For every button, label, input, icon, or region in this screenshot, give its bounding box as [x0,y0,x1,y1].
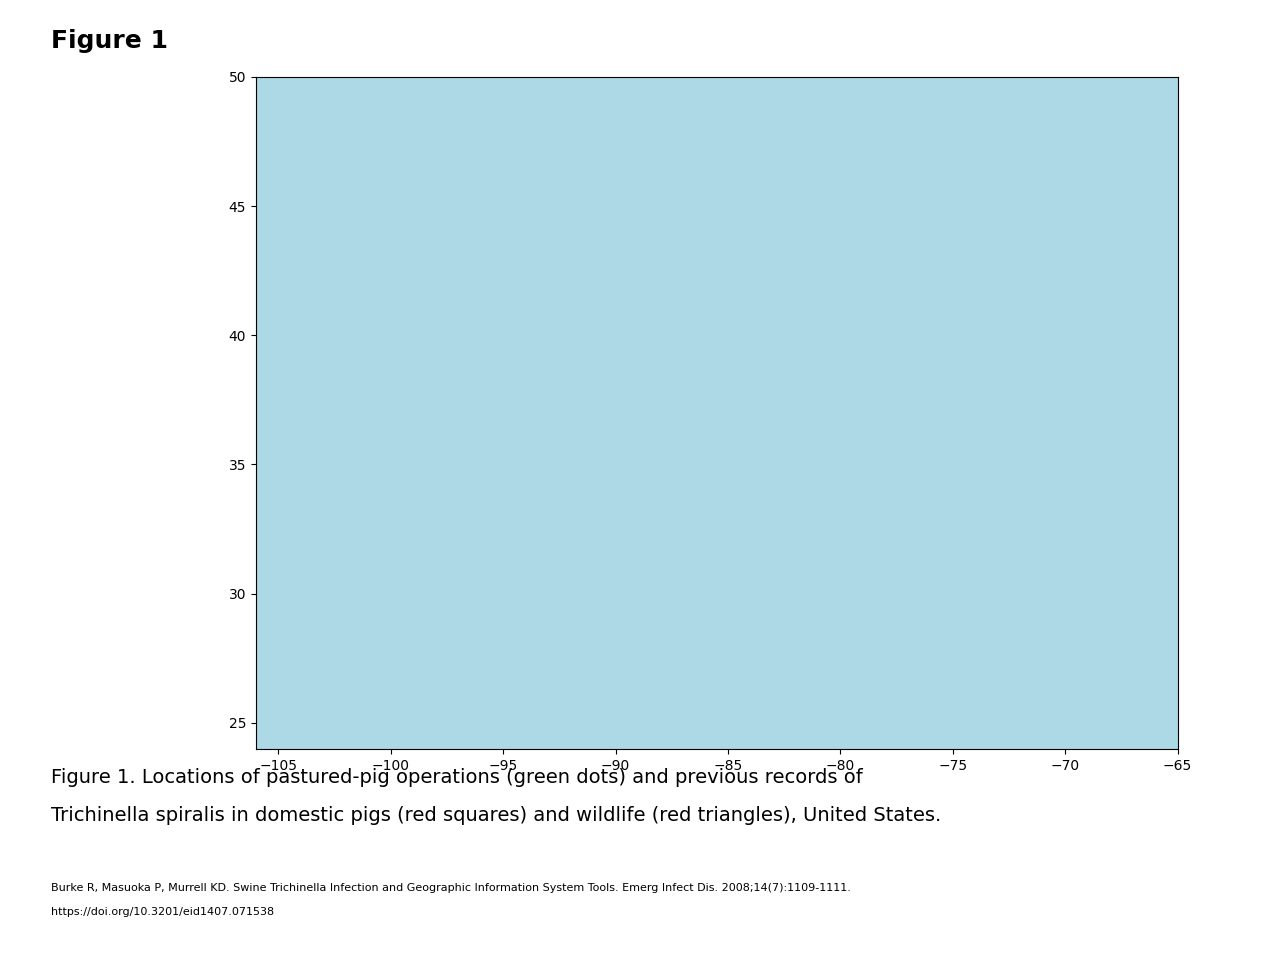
Text: Figure 1. Locations of pastured-pig operations (green dots) and previous records: Figure 1. Locations of pastured-pig oper… [51,768,863,787]
Text: Trichinella spiralis in domestic pigs (red squares) and wildlife (red triangles): Trichinella spiralis in domestic pigs (r… [51,806,942,826]
Text: https://doi.org/10.3201/eid1407.071538: https://doi.org/10.3201/eid1407.071538 [51,907,274,917]
Text: Figure 1: Figure 1 [51,29,168,53]
Text: Burke R, Masuoka P, Murrell KD. Swine Trichinella Infection and Geographic Infor: Burke R, Masuoka P, Murrell KD. Swine Tr… [51,883,851,893]
